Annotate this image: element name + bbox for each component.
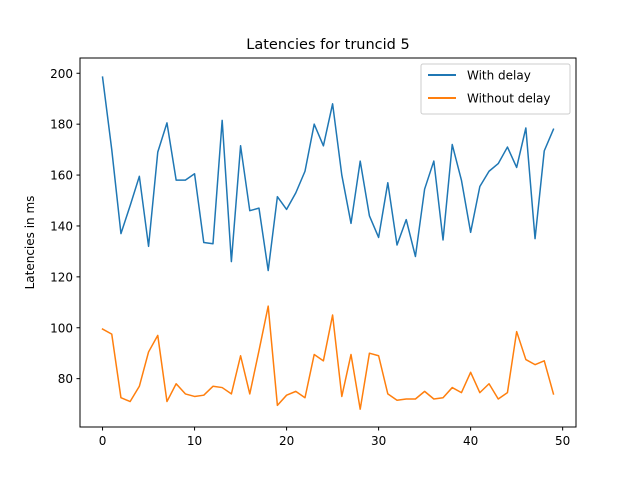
x-tick-label: 20 — [279, 434, 294, 448]
y-tick-label: 80 — [58, 372, 73, 386]
y-tick-label: 120 — [50, 270, 73, 284]
y-axis-title: Latencies in ms — [23, 196, 37, 290]
series-line-with-delay — [101, 76, 555, 272]
x-tick-label: 0 — [99, 434, 107, 448]
y-tick-label: 140 — [50, 219, 73, 233]
x-tick-label: 40 — [463, 434, 478, 448]
legend-box — [420, 63, 571, 115]
y-tick-label: 100 — [50, 321, 73, 335]
legend-label-with-delay: With delay — [467, 69, 531, 83]
legend: With delay Without delay — [420, 63, 571, 115]
x-tick-label: 30 — [371, 434, 386, 448]
chart-title: Latencies for truncid 5 — [246, 37, 409, 53]
y-tick-label: 200 — [50, 67, 73, 81]
x-tick-label: 10 — [187, 434, 202, 448]
y-tick-label: 160 — [50, 169, 73, 183]
legend-label-without-delay: Without delay — [467, 92, 551, 106]
y-tick-label: 180 — [50, 118, 73, 132]
axis-layer: 0 10 20 30 40 50 80 100 120 140 160 180 200 — [50, 67, 570, 448]
plot-frame — [79, 57, 577, 428]
x-tick-label: 50 — [555, 434, 570, 448]
series-line-without-delay — [101, 305, 555, 410]
series-layer — [101, 76, 555, 410]
